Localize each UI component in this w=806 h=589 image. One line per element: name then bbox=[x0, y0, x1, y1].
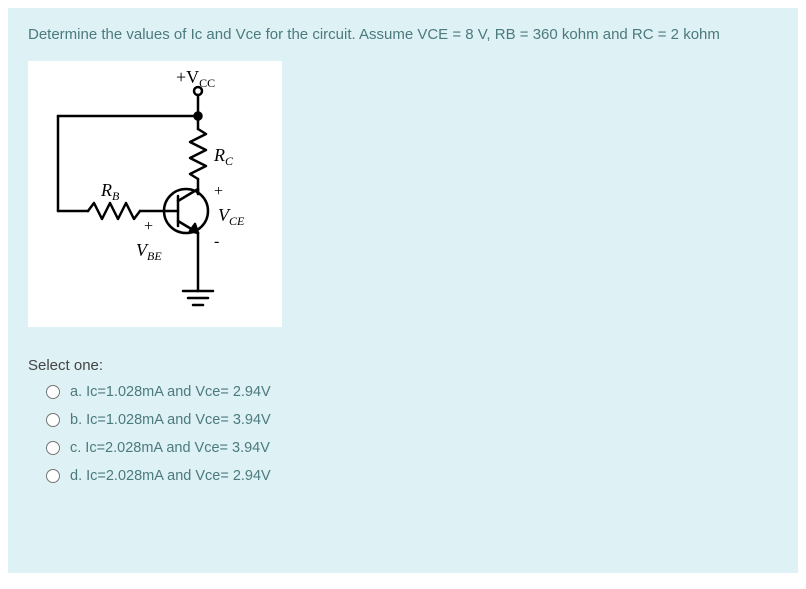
question-panel: Determine the values of Ic and Vce for t… bbox=[8, 8, 798, 573]
radio-d[interactable] bbox=[46, 469, 60, 483]
vce-label: VCE bbox=[218, 205, 245, 228]
option-label-c: c. Ic=2.028mA and Vce= 3.94V bbox=[70, 440, 270, 456]
select-one-label: Select one: bbox=[28, 357, 778, 374]
radio-c[interactable] bbox=[46, 441, 60, 455]
rc-label: RC bbox=[213, 145, 234, 168]
rb-label: RB bbox=[100, 180, 120, 203]
option-b[interactable]: b. Ic=1.028mA and Vce= 3.94V bbox=[46, 412, 778, 428]
option-label-a: a. Ic=1.028mA and Vce= 2.94V bbox=[70, 384, 271, 400]
option-d[interactable]: d. Ic=2.028mA and Vce= 2.94V bbox=[46, 468, 778, 484]
radio-a[interactable] bbox=[46, 385, 60, 399]
option-c[interactable]: c. Ic=2.028mA and Vce= 3.94V bbox=[46, 440, 778, 456]
question-text: Determine the values of Ic and Vce for t… bbox=[28, 26, 778, 43]
radio-b[interactable] bbox=[46, 413, 60, 427]
option-a[interactable]: a. Ic=1.028mA and Vce= 2.94V bbox=[46, 384, 778, 400]
plus-top: + bbox=[214, 183, 223, 200]
vcc-label: +VCC bbox=[176, 67, 215, 90]
circuit-diagram: +VCC RC RB + VBE + VCE - bbox=[28, 61, 282, 327]
options-list: a. Ic=1.028mA and Vce= 2.94V b. Ic=1.028… bbox=[46, 384, 778, 484]
plus-base: + bbox=[144, 218, 153, 235]
option-label-d: d. Ic=2.028mA and Vce= 2.94V bbox=[70, 468, 271, 484]
vbe-label: VBE bbox=[136, 240, 162, 263]
option-label-b: b. Ic=1.028mA and Vce= 3.94V bbox=[70, 412, 271, 428]
minus-bot: - bbox=[214, 233, 219, 250]
